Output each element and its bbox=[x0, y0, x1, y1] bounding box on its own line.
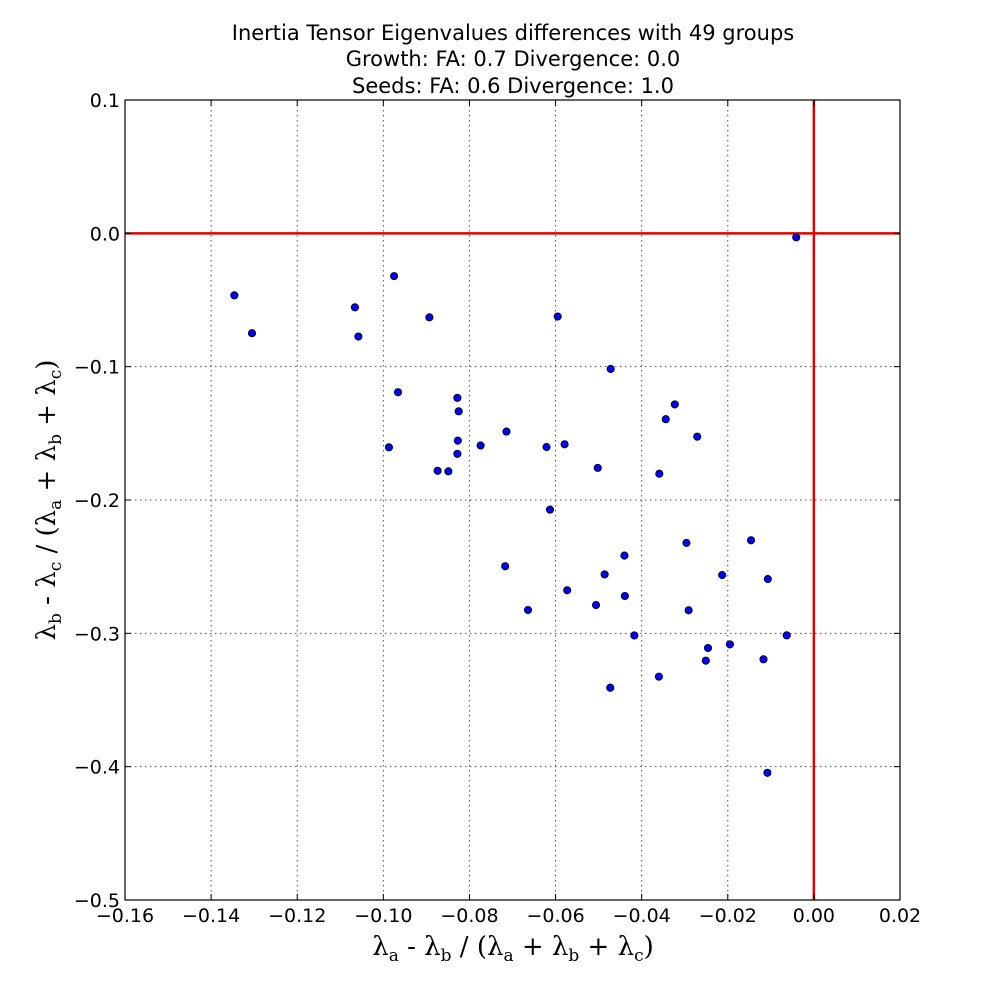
x-tick-label: 0.02 bbox=[879, 905, 921, 927]
data-point bbox=[545, 505, 555, 514]
data-point bbox=[454, 407, 463, 416]
x-tick-label: −0.12 bbox=[268, 905, 326, 927]
y-axis-ticks: 0.1 0.0 −0.1 −0.2 −0.3 −0.4 −0.5 bbox=[74, 90, 900, 912]
x-tick-label: −0.06 bbox=[526, 905, 584, 927]
data-point bbox=[620, 591, 629, 601]
data-point bbox=[763, 575, 772, 584]
data-point bbox=[746, 536, 756, 545]
x-axis-ticks: −0.16 −0.14 −0.12 −0.10 −0.08 −0.06 −0.04 −0.02… bbox=[96, 100, 921, 927]
data-point bbox=[661, 415, 670, 424]
data-point bbox=[759, 655, 768, 664]
data-point bbox=[433, 466, 442, 475]
y-tick-label: −0.4 bbox=[74, 757, 120, 779]
chart-title-line-1: Inertia Tensor Eigenvalues differences w… bbox=[232, 21, 795, 45]
data-point bbox=[453, 449, 462, 458]
grid bbox=[125, 100, 900, 900]
data-point bbox=[606, 683, 615, 692]
data-point bbox=[606, 364, 615, 373]
data-point bbox=[444, 467, 453, 476]
chart-title: Inertia Tensor Eigenvalues differences w… bbox=[232, 21, 795, 98]
data-point bbox=[393, 388, 403, 397]
data-point bbox=[501, 562, 510, 571]
x-tick-label: −0.14 bbox=[182, 905, 240, 927]
y-tick-label: −0.1 bbox=[74, 357, 120, 379]
data-point bbox=[354, 332, 363, 341]
data-point bbox=[725, 640, 734, 649]
data-point bbox=[593, 463, 602, 472]
reference-lines bbox=[125, 100, 900, 900]
y-axis-label: λb - λc / (λa + λb + λc) bbox=[32, 360, 66, 641]
data-point bbox=[350, 303, 359, 312]
data-point bbox=[654, 672, 663, 681]
data-point bbox=[560, 440, 569, 449]
data-point bbox=[682, 538, 691, 547]
data-point bbox=[230, 291, 239, 300]
x-tick-label: −0.08 bbox=[440, 905, 498, 927]
data-point bbox=[782, 631, 791, 640]
data-point bbox=[763, 768, 772, 777]
x-tick-label: −0.16 bbox=[96, 905, 154, 927]
chart-title-line-2: Growth: FA: 0.7 Divergence: 0.0 bbox=[346, 47, 681, 71]
data-point bbox=[630, 631, 639, 640]
data-point bbox=[390, 272, 399, 281]
data-points bbox=[230, 233, 801, 777]
data-point bbox=[703, 643, 713, 653]
data-point bbox=[591, 601, 601, 610]
data-point bbox=[684, 606, 693, 615]
data-point bbox=[563, 586, 572, 595]
data-point bbox=[476, 441, 485, 450]
data-point bbox=[693, 432, 702, 441]
x-tick-label: 0.00 bbox=[793, 905, 835, 927]
data-point bbox=[502, 427, 511, 436]
x-tick-label: −0.04 bbox=[613, 905, 671, 927]
data-point bbox=[620, 551, 629, 560]
chart-title-line-3: Seeds: FA: 0.6 Divergence: 1.0 bbox=[352, 74, 674, 98]
data-point bbox=[542, 443, 551, 452]
data-point bbox=[425, 313, 434, 322]
x-axis-label: λa - λb / (λa + λb + λc) bbox=[372, 932, 654, 966]
x-tick-label: −0.02 bbox=[699, 905, 757, 927]
data-point bbox=[670, 400, 679, 409]
data-point bbox=[718, 571, 727, 580]
data-point bbox=[701, 656, 710, 665]
data-point bbox=[453, 393, 462, 402]
y-tick-label: −0.2 bbox=[74, 490, 120, 512]
y-tick-label: 0.1 bbox=[90, 90, 120, 112]
data-point bbox=[792, 233, 801, 242]
data-point bbox=[453, 436, 462, 445]
y-tick-label: −0.5 bbox=[74, 890, 120, 912]
y-tick-label: 0.0 bbox=[90, 223, 120, 245]
y-tick-label: −0.3 bbox=[74, 623, 120, 645]
data-point bbox=[384, 443, 393, 452]
data-point bbox=[553, 312, 562, 321]
data-point bbox=[247, 329, 257, 338]
data-point bbox=[523, 605, 533, 615]
data-point bbox=[655, 469, 664, 478]
x-tick-label: −0.10 bbox=[354, 905, 412, 927]
data-point bbox=[600, 570, 609, 579]
